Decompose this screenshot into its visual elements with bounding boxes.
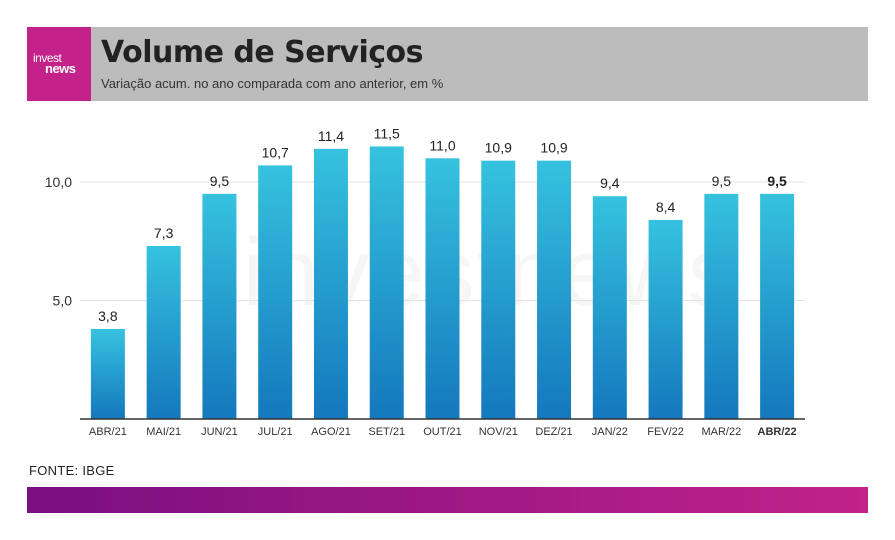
x-tick-label: JAN/22 [592, 426, 628, 438]
data-label: 10,9 [540, 140, 567, 156]
bar [425, 158, 460, 420]
bar [592, 196, 627, 419]
data-label: 9,5 [767, 173, 787, 189]
bar [704, 193, 739, 419]
x-tick-label: DEZ/21 [535, 426, 572, 438]
y-tick-label: 10,0 [45, 174, 72, 190]
data-label: 11,4 [318, 128, 344, 144]
data-label: 11,5 [374, 125, 400, 141]
y-tick-label: 5,0 [53, 293, 73, 309]
data-label: 9,5 [712, 173, 732, 189]
investnews-logo: invest news [27, 27, 91, 101]
bar [146, 245, 181, 419]
bar [258, 165, 293, 419]
bar [369, 146, 404, 419]
bar [537, 160, 572, 420]
x-tick-label: JUL/21 [258, 426, 293, 438]
x-tick-label: MAI/21 [146, 426, 181, 438]
bar-chart: investnews5,010,03,8ABR/217,3MAI/219,5JU… [45, 125, 805, 438]
data-label: 9,5 [210, 173, 230, 189]
logo-text-news: news [45, 61, 76, 76]
x-tick-label: OUT/21 [423, 426, 462, 438]
x-tick-label: ABR/22 [758, 426, 797, 438]
data-label: 10,7 [262, 144, 289, 160]
footer-gradient-bar [27, 487, 868, 513]
data-label: 7,3 [154, 225, 174, 241]
x-tick-label: MAR/22 [701, 426, 741, 438]
x-tick-label: SET/21 [368, 426, 405, 438]
data-label: 11,0 [429, 137, 455, 153]
x-tick-label: JUN/21 [201, 426, 238, 438]
bar [90, 328, 125, 419]
bar [481, 160, 516, 420]
bar [760, 193, 795, 419]
x-tick-label: NOV/21 [479, 426, 518, 438]
bar [313, 148, 348, 419]
data-label: 9,4 [600, 175, 620, 191]
bar [648, 219, 683, 419]
x-tick-label: FEV/22 [647, 426, 684, 438]
data-label: 10,9 [485, 140, 512, 156]
data-label: 8,4 [656, 199, 676, 215]
x-tick-label: ABR/21 [89, 426, 127, 438]
source-note: FONTE: IBGE [29, 463, 115, 478]
logo-text-invest: invest [33, 51, 62, 65]
chart-title: Volume de Serviços [101, 35, 423, 70]
x-tick-label: AGO/21 [311, 426, 351, 438]
bar [202, 193, 237, 419]
chart-subtitle: Variação acum. no ano comparada com ano … [101, 76, 444, 91]
data-label: 3,8 [98, 308, 118, 324]
header-band: invest news Volume de Serviços Variação … [27, 27, 868, 101]
